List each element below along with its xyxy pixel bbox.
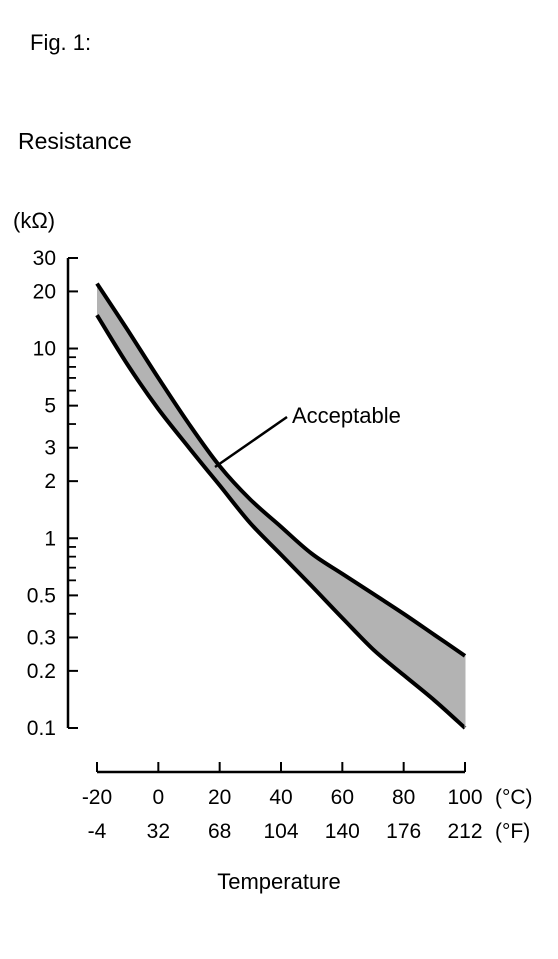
x-tick-label-celsius: 80 bbox=[392, 786, 415, 809]
x-tick-label-fahrenheit: 140 bbox=[325, 820, 360, 843]
y-tick-label: 2 bbox=[44, 470, 56, 493]
x-tick-label-celsius: 0 bbox=[152, 786, 164, 809]
y-tick-label: 0.1 bbox=[27, 717, 56, 740]
x-tick-label-fahrenheit: 68 bbox=[208, 820, 231, 843]
y-tick-label: 20 bbox=[33, 280, 56, 303]
y-tick-label: 5 bbox=[44, 395, 56, 418]
y-tick-label: 10 bbox=[33, 338, 56, 361]
x-tick-label-celsius: 40 bbox=[269, 786, 292, 809]
x-tick-label-celsius: 100 bbox=[447, 786, 482, 809]
figure-label: Fig. 1: bbox=[30, 30, 92, 55]
y-tick-label: 30 bbox=[33, 247, 56, 270]
x-tick-label-fahrenheit: 104 bbox=[263, 820, 298, 843]
x-tick-label-fahrenheit: 176 bbox=[386, 820, 421, 843]
y-tick-label: 0.5 bbox=[27, 584, 56, 607]
annotation-leader-line bbox=[214, 415, 288, 469]
y-tick-label: 0.2 bbox=[27, 660, 56, 683]
x-axis-title: Temperature bbox=[217, 869, 341, 894]
x-tick-label-celsius: 60 bbox=[331, 786, 354, 809]
acceptable-band bbox=[97, 283, 465, 728]
x-unit-celsius: (°C) bbox=[495, 786, 533, 809]
x-tick-label-celsius: -20 bbox=[82, 786, 112, 809]
y-tick-label: 3 bbox=[44, 437, 56, 460]
x-unit-fahrenheit: (°F) bbox=[495, 820, 530, 843]
y-axis-unit-label: (kΩ) bbox=[13, 208, 55, 233]
y-tick-label: 0.3 bbox=[27, 626, 56, 649]
x-tick-label-fahrenheit: -4 bbox=[88, 820, 107, 843]
upper-limit-curve bbox=[95, 282, 467, 658]
x-tick-label-celsius: 20 bbox=[208, 786, 231, 809]
x-tick-label-fahrenheit: 32 bbox=[147, 820, 170, 843]
chart-title: Resistance bbox=[18, 128, 132, 154]
x-tick-label-fahrenheit: 212 bbox=[447, 820, 482, 843]
y-tick-label: 1 bbox=[44, 527, 56, 550]
lower-limit-curve bbox=[95, 314, 467, 730]
annotation-acceptable: Acceptable bbox=[292, 403, 401, 428]
